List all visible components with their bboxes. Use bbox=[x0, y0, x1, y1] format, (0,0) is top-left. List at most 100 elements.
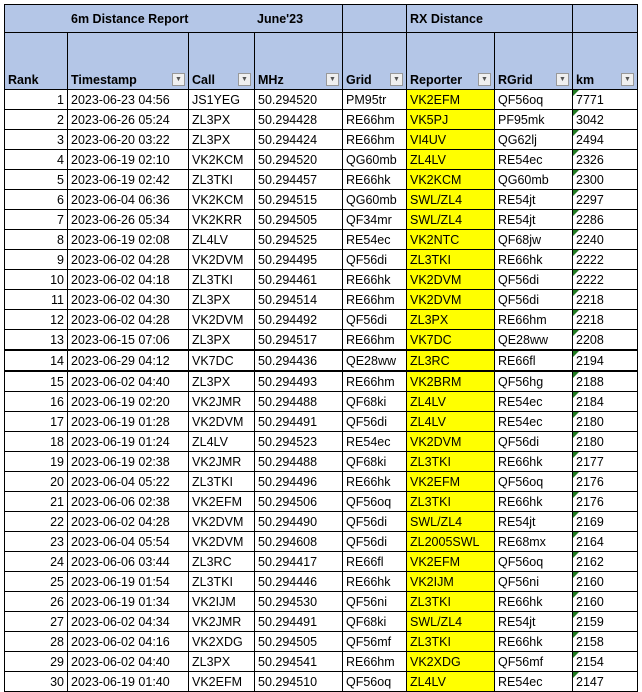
reporter-cell[interactable]: VK2XDG bbox=[406, 651, 495, 672]
grid-cell[interactable]: RE66hm bbox=[342, 129, 407, 150]
rank-cell[interactable]: 25 bbox=[4, 571, 68, 592]
timestamp-cell[interactable]: 2023-06-04 05:22 bbox=[67, 471, 189, 492]
rank-cell[interactable]: 14 bbox=[4, 349, 68, 372]
rgrid-cell[interactable]: RE66hk bbox=[493, 491, 574, 512]
call-cell[interactable]: ZL3PX bbox=[188, 370, 255, 392]
rank-cell[interactable]: 21 bbox=[4, 491, 68, 512]
grid-cell[interactable]: QF56mf bbox=[342, 631, 407, 652]
timestamp-cell[interactable]: 2023-06-02 04:30 bbox=[67, 289, 189, 310]
rank-cell[interactable]: 4 bbox=[4, 149, 68, 170]
rank-cell[interactable]: 1 bbox=[4, 89, 68, 110]
title-cell[interactable]: 6m Distance Report June'23 bbox=[4, 4, 343, 33]
rank-cell[interactable]: 20 bbox=[4, 471, 68, 492]
mhz-cell[interactable]: 50.294424 bbox=[254, 129, 343, 150]
rgrid-cell[interactable]: QF56di bbox=[493, 289, 574, 310]
call-cell[interactable]: ZL3TKI bbox=[188, 471, 255, 492]
reporter-cell[interactable]: ZL4LV bbox=[406, 671, 495, 692]
reporter-cell[interactable]: VK2DVM bbox=[406, 289, 495, 310]
km-cell[interactable]: 2297 bbox=[572, 189, 639, 210]
mhz-cell[interactable]: 50.294446 bbox=[254, 571, 343, 592]
rgrid-cell[interactable]: QF56ni bbox=[493, 571, 574, 592]
filter-dropdown-icon[interactable]: ▼ bbox=[172, 73, 185, 86]
km-cell[interactable]: 2162 bbox=[572, 551, 639, 572]
call-cell[interactable]: ZL3PX bbox=[188, 129, 255, 150]
km-cell[interactable]: 7771 bbox=[572, 89, 639, 110]
call-cell[interactable]: ZL3TKI bbox=[188, 571, 255, 592]
call-cell[interactable]: ZL4LV bbox=[188, 229, 255, 250]
grid-cell[interactable]: QF68ki bbox=[342, 451, 407, 472]
rank-cell[interactable]: 10 bbox=[4, 269, 68, 290]
mhz-cell[interactable]: 50.294515 bbox=[254, 189, 343, 210]
timestamp-cell[interactable]: 2023-06-19 02:10 bbox=[67, 149, 189, 170]
call-cell[interactable]: VK2DVM bbox=[188, 249, 255, 270]
grid-cell[interactable]: QF56di bbox=[342, 249, 407, 270]
km-cell[interactable]: 2164 bbox=[572, 531, 639, 552]
reporter-cell[interactable]: ZL3TKI bbox=[406, 249, 495, 270]
mhz-cell[interactable]: 50.294541 bbox=[254, 651, 343, 672]
grid-cell[interactable]: QF56di bbox=[342, 531, 407, 552]
filter-dropdown-icon[interactable]: ▼ bbox=[390, 73, 403, 86]
filter-dropdown-icon[interactable]: ▼ bbox=[326, 73, 339, 86]
mhz-cell[interactable]: 50.294417 bbox=[254, 551, 343, 572]
km-cell[interactable]: 2208 bbox=[572, 329, 639, 351]
call-cell[interactable]: VK2KRR bbox=[188, 209, 255, 230]
rank-cell[interactable]: 27 bbox=[4, 611, 68, 632]
km-cell[interactable]: 2147 bbox=[572, 671, 639, 692]
mhz-cell[interactable]: 50.294488 bbox=[254, 451, 343, 472]
column-header-rank[interactable]: Rank bbox=[4, 32, 68, 90]
rank-cell[interactable]: 5 bbox=[4, 169, 68, 190]
rgrid-cell[interactable]: QF56di bbox=[493, 431, 574, 452]
reporter-cell[interactable]: VK2KCM bbox=[406, 169, 495, 190]
call-cell[interactable]: ZL3PX bbox=[188, 289, 255, 310]
column-header-call[interactable]: Call ▼ bbox=[188, 32, 255, 90]
timestamp-cell[interactable]: 2023-06-19 02:20 bbox=[67, 391, 189, 412]
timestamp-cell[interactable]: 2023-06-19 01:24 bbox=[67, 431, 189, 452]
km-cell[interactable]: 2177 bbox=[572, 451, 639, 472]
reporter-cell[interactable]: ZL4LV bbox=[406, 411, 495, 432]
km-cell[interactable]: 2222 bbox=[572, 269, 639, 290]
grid-cell[interactable]: QF68ki bbox=[342, 611, 407, 632]
call-cell[interactable]: VK2DVM bbox=[188, 531, 255, 552]
km-cell[interactable]: 2160 bbox=[572, 571, 639, 592]
rgrid-cell[interactable]: QF56hg bbox=[493, 370, 574, 392]
rank-cell[interactable]: 22 bbox=[4, 511, 68, 532]
km-cell[interactable]: 2160 bbox=[572, 591, 639, 612]
km-cell[interactable]: 2188 bbox=[572, 370, 639, 392]
call-cell[interactable]: VK2JMR bbox=[188, 451, 255, 472]
reporter-cell[interactable]: ZL4LV bbox=[406, 149, 495, 170]
rgrid-cell[interactable]: RE54jt bbox=[493, 209, 574, 230]
call-cell[interactable]: JS1YEG bbox=[188, 89, 255, 110]
timestamp-cell[interactable]: 2023-06-20 03:22 bbox=[67, 129, 189, 150]
reporter-cell[interactable]: VK2DVM bbox=[406, 431, 495, 452]
rgrid-cell[interactable]: RE66hk bbox=[493, 591, 574, 612]
grid-cell[interactable]: RE66hk bbox=[342, 269, 407, 290]
grid-cell[interactable]: QF56di bbox=[342, 511, 407, 532]
mhz-cell[interactable]: 50.294461 bbox=[254, 269, 343, 290]
km-cell[interactable]: 2184 bbox=[572, 391, 639, 412]
timestamp-cell[interactable]: 2023-06-19 02:08 bbox=[67, 229, 189, 250]
km-cell[interactable]: 2218 bbox=[572, 309, 639, 330]
rgrid-cell[interactable]: RE66fl bbox=[493, 349, 574, 372]
timestamp-cell[interactable]: 2023-06-02 04:28 bbox=[67, 511, 189, 532]
km-cell[interactable]: 2169 bbox=[572, 511, 639, 532]
mhz-cell[interactable]: 50.294488 bbox=[254, 391, 343, 412]
km-cell[interactable]: 2494 bbox=[572, 129, 639, 150]
timestamp-cell[interactable]: 2023-06-23 04:56 bbox=[67, 89, 189, 110]
reporter-cell[interactable]: VK5PJ bbox=[406, 109, 495, 130]
km-cell[interactable]: 2180 bbox=[572, 411, 639, 432]
call-cell[interactable]: VK2JMR bbox=[188, 611, 255, 632]
reporter-cell[interactable]: VI4UV bbox=[406, 129, 495, 150]
rgrid-cell[interactable]: QG62lj bbox=[493, 129, 574, 150]
timestamp-cell[interactable]: 2023-06-29 04:12 bbox=[67, 349, 189, 372]
grid-cell[interactable]: RE66hm bbox=[342, 289, 407, 310]
grid-cell[interactable]: QG60mb bbox=[342, 189, 407, 210]
mhz-cell[interactable]: 50.294525 bbox=[254, 229, 343, 250]
call-cell[interactable]: VK2EFM bbox=[188, 491, 255, 512]
rgrid-cell[interactable]: QF56oq bbox=[493, 89, 574, 110]
rgrid-cell[interactable]: RE66hk bbox=[493, 451, 574, 472]
rank-cell[interactable]: 8 bbox=[4, 229, 68, 250]
rank-cell[interactable]: 19 bbox=[4, 451, 68, 472]
filter-dropdown-icon[interactable]: ▼ bbox=[238, 73, 251, 86]
grid-cell[interactable]: RE66hm bbox=[342, 329, 407, 351]
rank-cell[interactable]: 9 bbox=[4, 249, 68, 270]
